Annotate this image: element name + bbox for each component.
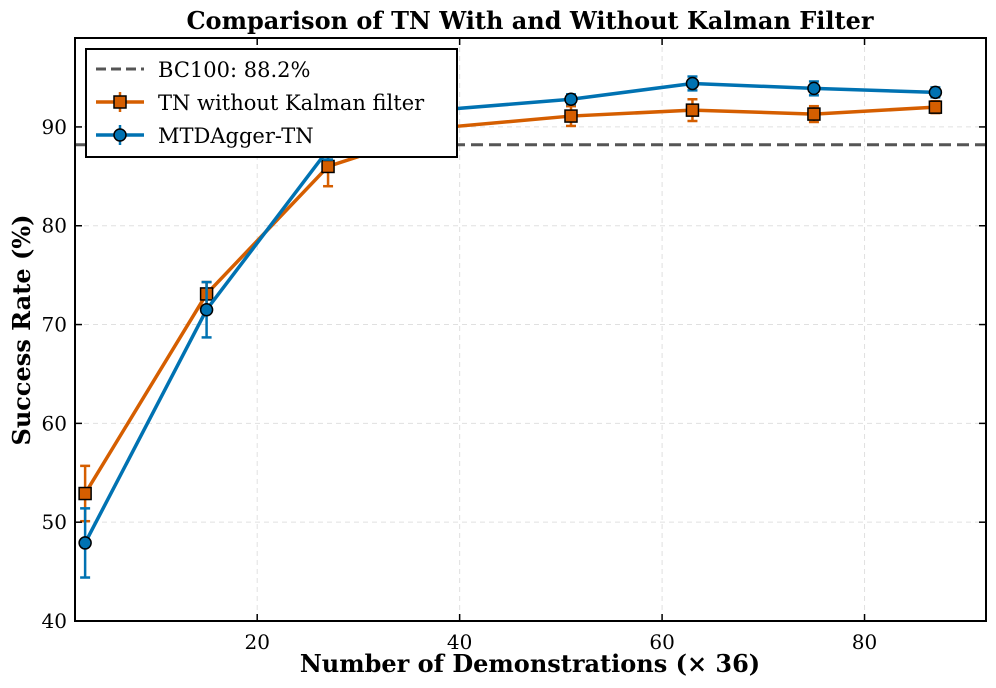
x-tick-label: 40 (447, 630, 472, 654)
x-tick-label: 80 (852, 630, 877, 654)
y-tick-label: 80 (42, 214, 67, 238)
data-point (807, 107, 821, 121)
grid-layer (75, 38, 986, 621)
data-point (78, 486, 92, 501)
legend-label-mtdagger-tn: MTDAgger-TN (158, 124, 314, 148)
series-line-tn-without-kalman (83, 105, 936, 495)
y-tick-label: 50 (42, 510, 67, 534)
x-axis-label: Number of Demonstrations (× 36) (300, 649, 760, 678)
data-point (928, 100, 943, 114)
data-point (685, 103, 700, 117)
data-point (199, 302, 214, 317)
legend-key-marker-tn-without-kalman (113, 95, 127, 109)
y-tick-label: 70 (42, 313, 67, 337)
y-tick-label: 40 (42, 609, 67, 633)
x-tick-label: 60 (649, 630, 674, 654)
x-tick-label: 20 (244, 630, 269, 654)
data-point (564, 92, 578, 107)
y-tick-label: 90 (42, 115, 67, 139)
legend-box (85, 48, 458, 158)
legend-keys (96, 67, 144, 145)
chart-title: Comparison of TN With and Without Kalman… (186, 6, 873, 35)
data-point (321, 159, 335, 174)
series-line-mtdagger-tn (83, 81, 936, 544)
data-point (928, 85, 943, 100)
data-point (807, 81, 821, 96)
legend-key-marker-mtdagger-tn (113, 128, 127, 142)
data-point (564, 109, 578, 123)
y-axis-label: Success Rate (%) (7, 215, 36, 446)
y-tick-label: 60 (42, 411, 67, 435)
legend: BC100: 88.2% TN without Kalman filter MT… (85, 48, 458, 158)
tick-layer: 20 40 60 80 40 50 60 70 80 90 (42, 38, 986, 654)
plot-frame (74, 37, 987, 622)
data-point (685, 76, 700, 91)
legend-label-reference: BC100: 88.2% (158, 58, 310, 82)
data-point (78, 536, 92, 550)
legend-label-tn-without-kalman: TN without Kalman filter (158, 91, 425, 115)
